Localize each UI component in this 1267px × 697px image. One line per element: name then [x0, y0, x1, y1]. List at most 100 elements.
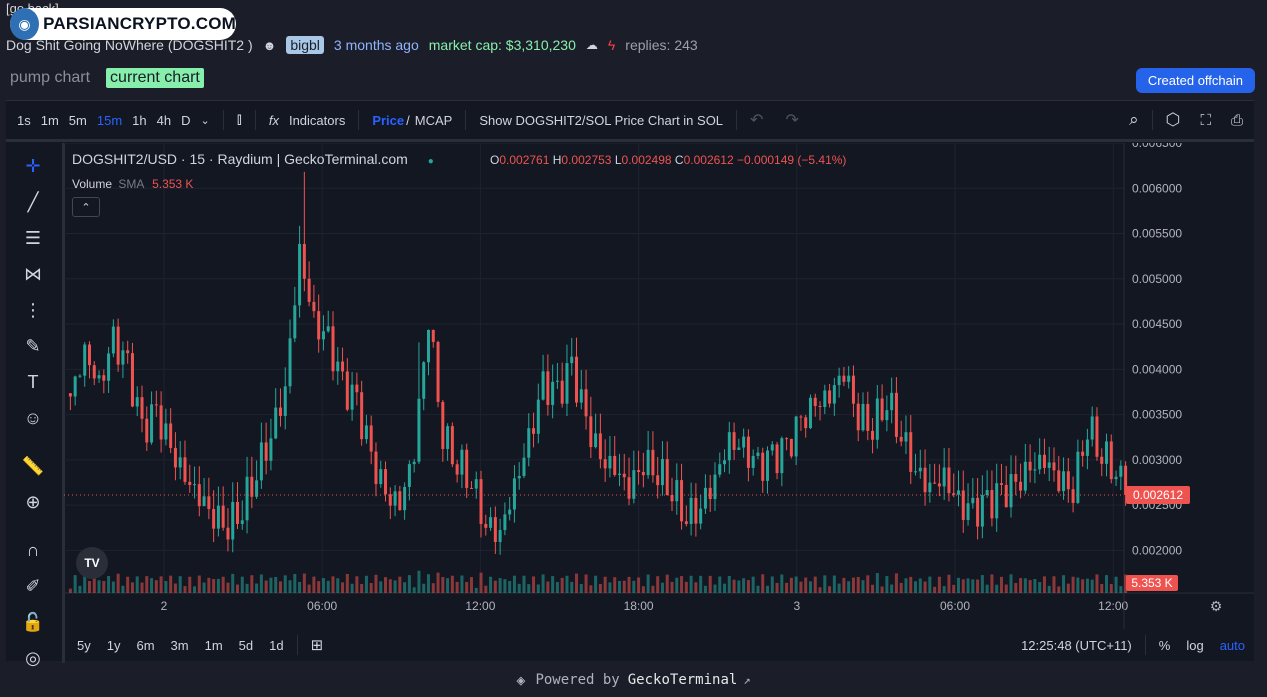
mcap-toggle[interactable]: MCAP: [414, 112, 453, 128]
undo-icon[interactable]: ↶: [750, 112, 764, 129]
candle-body: [560, 380, 564, 404]
volume-bar: [875, 573, 879, 593]
tab-current-chart[interactable]: current chart: [106, 68, 204, 88]
interval-5m[interactable]: 5m: [68, 112, 87, 128]
candle-body: [159, 405, 163, 440]
x-axis-tick-label: 06:00: [307, 599, 337, 613]
text-tool-icon[interactable]: T: [27, 371, 39, 392]
eye-icon[interactable]: ◎: [25, 647, 41, 668]
crosshair-icon[interactable]: ✛: [25, 155, 41, 176]
volume-bar: [92, 578, 96, 593]
brush-icon[interactable]: ✎: [25, 335, 41, 356]
candle-body: [364, 425, 368, 440]
forecast-icon[interactable]: ⋮: [24, 299, 42, 320]
show-sol-chart-button[interactable]: Show DOGSHIT2/SOL Price Chart in SOL: [479, 112, 724, 128]
price-toggle[interactable]: Price: [372, 112, 405, 128]
volume-bar: [326, 580, 330, 593]
pattern-icon[interactable]: ⋈: [24, 263, 42, 284]
range-3m[interactable]: 3m: [170, 637, 189, 653]
candle-body: [145, 418, 149, 443]
range-6m[interactable]: 6m: [136, 637, 155, 653]
clock-time[interactable]: 12:25:48 (UTC+11): [1021, 637, 1132, 653]
candle-body: [469, 487, 473, 489]
magnet-icon[interactable]: ∩: [26, 539, 40, 560]
screenshot-icon[interactable]: ⎙: [1230, 111, 1243, 129]
trend-line-icon[interactable]: ╱: [27, 191, 39, 212]
volume-bar: [360, 584, 364, 593]
volume-bar: [756, 585, 760, 593]
candle-type-icon[interactable]: ⫾: [236, 111, 242, 128]
candle-body: [436, 341, 440, 402]
toolbar-divider: [1144, 635, 1146, 655]
interval-1m[interactable]: 1m: [40, 112, 59, 128]
x-axis-tick-label: 06:00: [940, 599, 970, 613]
range-5d[interactable]: 5d: [238, 637, 254, 653]
candle-body: [336, 361, 340, 372]
candle-body: [484, 523, 488, 528]
tradingview-logo-icon[interactable]: TV: [76, 547, 108, 579]
candle-body: [245, 476, 249, 521]
fullscreen-icon[interactable]: ⛶: [1200, 111, 1211, 129]
lock-drawing-icon[interactable]: ✐: [25, 575, 41, 596]
volume-bar: [594, 575, 598, 593]
volume-bar: [107, 575, 111, 593]
redo-icon[interactable]: ↷: [785, 112, 799, 129]
candle-body: [603, 459, 607, 469]
candle-body: [422, 362, 426, 399]
interval-d[interactable]: D: [181, 112, 191, 128]
volume-bar: [278, 581, 282, 593]
candle-body: [828, 390, 832, 404]
candle-body: [551, 381, 555, 405]
candle-body: [627, 477, 631, 499]
volume-bar: [527, 584, 531, 593]
y-axis-tick-label: 0.005000: [1132, 272, 1182, 286]
horizontal-lines-icon[interactable]: ☰: [24, 227, 42, 248]
candle-body: [622, 473, 626, 478]
price-chart[interactable]: 0.006500 0.006000 0.005500 0.005000 0.004500…: [64, 143, 1254, 629]
settings-icon[interactable]: ⬡: [1165, 110, 1181, 129]
lock-icon[interactable]: 🔓: [21, 611, 45, 632]
volume-bar: [646, 574, 650, 593]
volume-bar: [890, 584, 894, 593]
token-name: Dog Shit Going NoWhere (DOGSHIT2 ): [6, 37, 253, 53]
candle-body: [608, 455, 612, 469]
volume-bar: [426, 574, 430, 593]
interval-1h[interactable]: 1h: [132, 112, 147, 128]
volume-bar: [73, 575, 77, 593]
candle-body: [369, 425, 373, 452]
indicators-icon[interactable]: fx: [268, 112, 279, 128]
range-1y[interactable]: 1y: [106, 637, 121, 653]
interval-4h[interactable]: 4h: [156, 112, 172, 128]
sma-label: SMA: [118, 177, 144, 191]
range-1d[interactable]: 1d: [269, 637, 284, 653]
creator-badge[interactable]: bigbl: [286, 36, 324, 54]
auto-toggle[interactable]: auto: [1219, 637, 1245, 653]
log-toggle[interactable]: log: [1186, 637, 1204, 653]
interval-dropdown-chevron-icon[interactable]: ⌄: [200, 114, 210, 127]
tab-pump-chart[interactable]: pump chart: [10, 69, 91, 86]
emoji-icon[interactable]: ☺: [23, 407, 43, 428]
created-offchain-button[interactable]: Created offchain: [1135, 68, 1255, 93]
candle-body: [522, 457, 526, 476]
powered-by-footer[interactable]: ◈ Powered by GeckoTerminal ↗: [0, 662, 1267, 697]
quick-search-icon[interactable]: ⌕: [1129, 110, 1139, 129]
volume-bar: [512, 575, 516, 593]
date-range-icon[interactable]: ⊞: [310, 637, 324, 654]
interval-1s[interactable]: 1s: [17, 112, 31, 128]
interval-15m[interactable]: 15m: [96, 112, 123, 128]
range-1m[interactable]: 1m: [204, 637, 223, 653]
creator-avatar-icon: ☻: [262, 37, 277, 53]
zoom-in-icon[interactable]: ⊕: [25, 491, 41, 512]
candle-body: [546, 371, 550, 405]
volume-bar: [450, 575, 454, 593]
volume-bar: [933, 586, 937, 593]
chart-legend: DOGSHIT2/USD · 15 · Raydium | GeckoTermi…: [72, 151, 434, 167]
range-5y[interactable]: 5y: [77, 637, 91, 653]
candle-body: [111, 326, 115, 354]
ruler-icon[interactable]: 📏: [21, 455, 45, 476]
indicators-button[interactable]: Indicators: [288, 112, 346, 128]
percent-toggle[interactable]: %: [1158, 637, 1171, 653]
volume-bar: [121, 585, 125, 593]
candle-body: [756, 452, 760, 456]
collapse-legend-chevron-icon[interactable]: ⌃: [72, 197, 100, 217]
